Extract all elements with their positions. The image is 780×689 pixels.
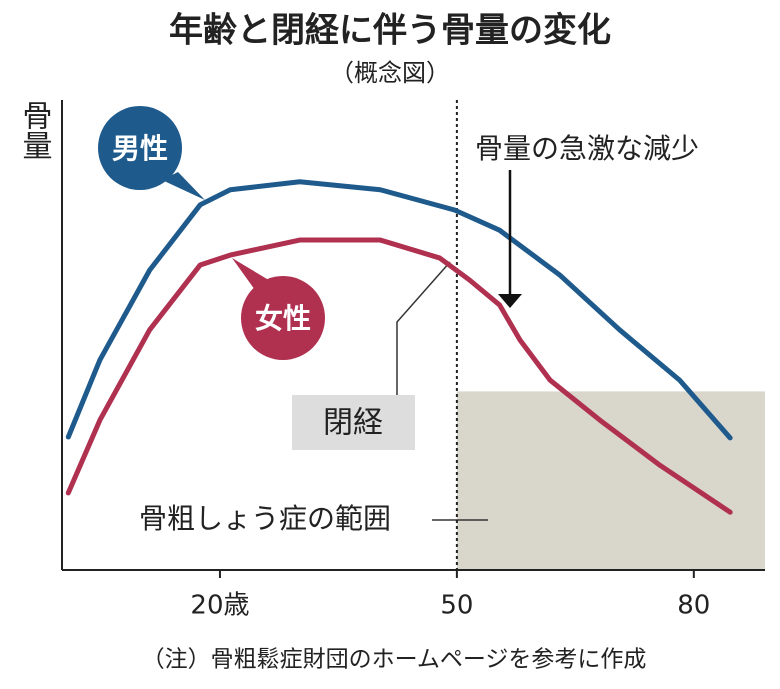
legend-bubble-tail [162,172,205,200]
chart-subtitle: （概念図） [330,59,450,87]
x-tick-label: 20歳 [190,591,249,621]
legend-label: 男性 [112,132,168,165]
menopause-label: 閉経 [323,406,383,441]
series-line [65,179,733,441]
legend-bubble [98,106,182,190]
arrow-head [498,294,522,308]
annotation: 骨量の急激な減少 [475,132,699,165]
note: （注）骨粗鬆症財団のホームページを参考に作成 [142,647,647,673]
series-line [65,237,733,515]
menopause-box [292,395,415,450]
legend-label: 女性 [255,302,311,335]
chart-title: 年齢と閉経に伴う骨量の変化 [169,11,611,51]
leader-line [396,261,451,395]
region-label: 骨粗しょう症の範囲 [139,502,391,535]
y-axis-label: 骨量 [17,100,52,160]
osteoporosis-region [456,391,765,570]
x-tick-label: 80 [677,591,710,621]
legend-bubble [241,276,325,360]
x-tick-label: 50 [440,591,473,621]
